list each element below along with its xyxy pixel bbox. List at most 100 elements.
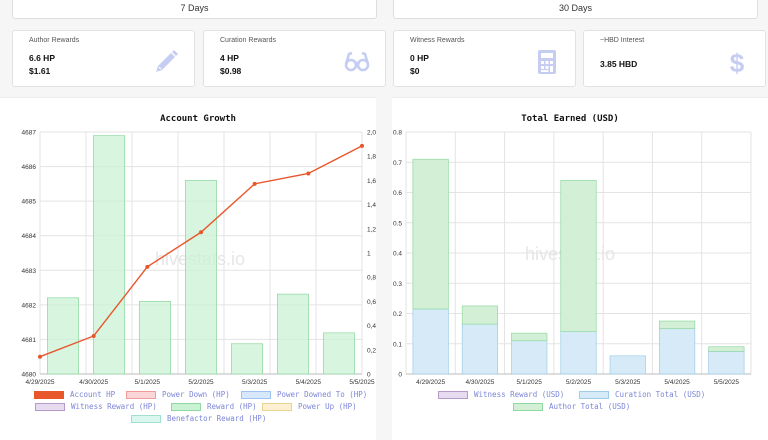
y-left-tick-label: 4683: [22, 268, 37, 275]
account-hp-point: [306, 171, 311, 176]
legend-item[interactable]: Curation Total (USD): [579, 390, 705, 399]
legend-label: Power Downed To (HP): [277, 390, 368, 399]
curation-bar: [658, 328, 696, 375]
account-hp-point: [360, 143, 364, 148]
y-left-tick-label: 4686: [22, 164, 37, 171]
reward-bar: [139, 301, 171, 375]
legend-label: Account HP: [70, 390, 116, 399]
y-right-tick-label: 1,2: [367, 226, 376, 233]
card-value-hp: 4 HP: [220, 53, 239, 63]
author-bar: [560, 180, 597, 333]
legend-swatch: [131, 414, 161, 423]
hbd-interest-card: ~HBD Interest 3.85 HBD $: [583, 30, 766, 87]
x-tick-label: 5/2/2025: [566, 379, 592, 385]
x-tick-label: 4/29/2025: [26, 379, 55, 385]
reward-bar: [47, 297, 79, 375]
x-tick-label: 4/30/2025: [79, 379, 108, 385]
dollar-icon: $: [730, 48, 745, 76]
legend-item[interactable]: Account HP: [34, 390, 115, 399]
account-growth-title: Account Growth: [160, 114, 236, 124]
total-earned-chart: hivestats.io00.10.20.30.40.50.60.70.84/2…: [393, 130, 752, 385]
y-right-tick-label: 2,0: [367, 130, 376, 137]
y-left-tick-label: 4687: [22, 130, 37, 137]
legend-label: Author Total (USD): [549, 402, 631, 411]
legend-swatch: [126, 390, 156, 399]
x-tick-label: 5/5/2025: [349, 379, 375, 385]
tab-30-days[interactable]: 30 Days: [393, 0, 758, 19]
card-title: ~HBD Interest: [600, 37, 645, 44]
curation-bar: [609, 355, 646, 375]
legend-label: Curation Total (USD): [615, 390, 706, 399]
legend-swatch: [579, 390, 609, 399]
glasses-icon: [344, 51, 370, 72]
card-title: Curation Rewards: [220, 37, 277, 44]
pencil-icon: [156, 50, 178, 72]
author-bar: [658, 320, 696, 329]
account-hp-point: [38, 354, 42, 359]
curation-bar: [560, 331, 597, 375]
reward-bar: [277, 293, 309, 375]
card-value-usd: $0.98: [220, 66, 242, 76]
x-tick-label: 5/1/2025: [517, 379, 543, 385]
author-bar: [412, 158, 449, 310]
y-right-tick-label: 1,4: [367, 202, 376, 209]
legend-swatch: [171, 402, 201, 411]
reward-bar: [93, 135, 125, 375]
x-tick-label: 5/2/2025: [188, 379, 214, 385]
svg-text:$: $: [730, 48, 745, 76]
author-rewards-card: Author Rewards 6.6 HP $1.61: [12, 30, 195, 87]
card-title: Author Rewards: [29, 37, 80, 44]
legend-item[interactable]: Power Up (HP): [262, 402, 357, 411]
x-tick-label: 4/30/2025: [465, 379, 494, 385]
y-right-tick-label: 0,4: [367, 323, 376, 330]
y-right-tick-label: 0,6: [367, 299, 376, 306]
legend-label: Power Up (HP): [298, 402, 357, 411]
author-bar: [511, 332, 548, 342]
reward-bar: [323, 332, 355, 375]
curation-bar: [461, 323, 499, 375]
legend-item[interactable]: Witness Reward (USD): [438, 390, 564, 399]
legend-item[interactable]: Reward (HP): [171, 402, 257, 411]
y-right-tick-label: 0,2: [367, 347, 376, 354]
curation-bar: [708, 350, 745, 375]
legend-label: Witness Reward (HP): [71, 402, 157, 411]
legend-item[interactable]: Power Down (HP): [126, 390, 230, 399]
author-bar: [461, 305, 499, 325]
reward-bar: [231, 343, 263, 375]
legend-swatch: [34, 390, 64, 399]
x-tick-label: 5/3/2025: [615, 379, 641, 385]
y-tick-label: 0.6: [393, 190, 402, 197]
x-tick-label: 5/3/2025: [242, 379, 268, 385]
y-left-tick-label: 4682: [22, 302, 37, 309]
tab-7-days[interactable]: 7 Days: [12, 0, 377, 19]
account-hp-point: [145, 264, 150, 269]
y-tick-label: 0.8: [393, 130, 402, 137]
legend-item[interactable]: Power Downed To (HP): [241, 390, 367, 399]
legend-item[interactable]: Author Total (USD): [513, 402, 630, 411]
y-tick-label: 0.2: [393, 311, 402, 318]
card-value-hbd: 3.85 HBD: [600, 59, 638, 69]
card-value-hp: 0 HP: [410, 53, 429, 63]
total-earned-title: Total Earned (USD): [521, 114, 619, 124]
y-right-tick-label: 1,6: [367, 178, 376, 185]
y-tick-label: 0.5: [393, 220, 402, 227]
witness-rewards-card: Witness Rewards 0 HP $0: [393, 30, 576, 87]
account-hp-point: [199, 230, 203, 235]
calculator-icon: [538, 50, 556, 74]
x-tick-label: 5/1/2025: [135, 379, 161, 385]
card-title: Witness Rewards: [410, 37, 465, 44]
total-earned-legend: Witness Reward (USD) Curation Total (USD)…: [392, 388, 768, 418]
y-left-tick-label: 4680: [22, 372, 37, 379]
y-left-tick-label: 4684: [22, 233, 37, 240]
x-tick-label: 5/5/2025: [714, 379, 740, 385]
y-tick-label: 0.1: [393, 341, 402, 348]
legend-item[interactable]: Witness Reward (HP): [35, 402, 157, 411]
legend-swatch: [438, 390, 468, 399]
x-tick-label: 4/29/2025: [416, 379, 445, 385]
legend-label: Witness Reward (USD): [474, 390, 565, 399]
legend-item[interactable]: Benefactor Reward (HP): [131, 414, 266, 423]
curation-bar: [412, 308, 449, 375]
curation-bar: [511, 340, 548, 375]
legend-swatch: [513, 402, 543, 411]
account-hp-point: [252, 181, 257, 186]
